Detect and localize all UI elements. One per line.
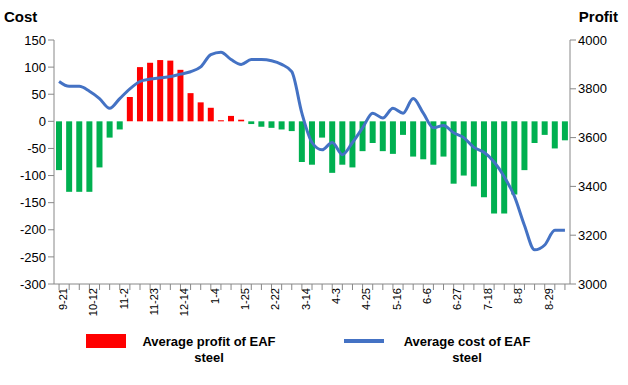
svg-text:10-12: 10-12 [87,288,99,316]
svg-text:8-8: 8-8 [512,288,524,304]
svg-text:100: 100 [24,60,46,75]
svg-text:4000: 4000 [578,33,607,48]
html-text:Cost: Cost [4,8,38,25]
svg-text:11-2: 11-2 [118,288,130,309]
html-text:Average profit of EAF steel: Average profit of EAF steel [142,334,276,365]
svg-text:1-25: 1-25 [239,288,251,310]
svg-text:2-22: 2-22 [269,288,281,310]
svg-text:1-4: 1-4 [209,288,221,304]
svg-text:6-27: 6-27 [451,288,463,310]
html-text:Profit: Profit [578,8,618,25]
svg-text:12-14: 12-14 [178,288,190,316]
svg-text:4-3: 4-3 [330,288,342,304]
svg-text:3400: 3400 [578,179,607,194]
svg-text:-50: -50 [27,141,46,156]
svg-text:3200: 3200 [578,228,607,243]
svg-text:9-21: 9-21 [57,288,69,310]
svg-text:7-18: 7-18 [482,288,494,310]
svg-text:50: 50 [32,87,46,102]
svg-text:6-6: 6-6 [421,288,433,304]
svg-text:5-16: 5-16 [391,288,403,310]
svg-text:-150: -150 [20,195,46,210]
svg-text:-100: -100 [20,168,46,183]
svg-text:0: 0 [39,114,46,129]
svg-text:8-29: 8-29 [543,288,555,310]
html-text:Average cost of EAF steel: Average cost of EAF steel [403,334,531,365]
svg-text:-200: -200 [20,222,46,237]
svg-text:-250: -250 [20,250,46,265]
svg-text:11-23: 11-23 [148,288,160,315]
svg-text:3800: 3800 [578,81,607,96]
svg-text:3600: 3600 [578,130,607,145]
svg-text:150: 150 [24,33,46,48]
svg-text:3-14: 3-14 [300,288,312,310]
svg-text:-300: -300 [20,277,46,292]
svg-text:4-25: 4-25 [360,288,372,310]
svg-text:3000: 3000 [578,277,607,292]
